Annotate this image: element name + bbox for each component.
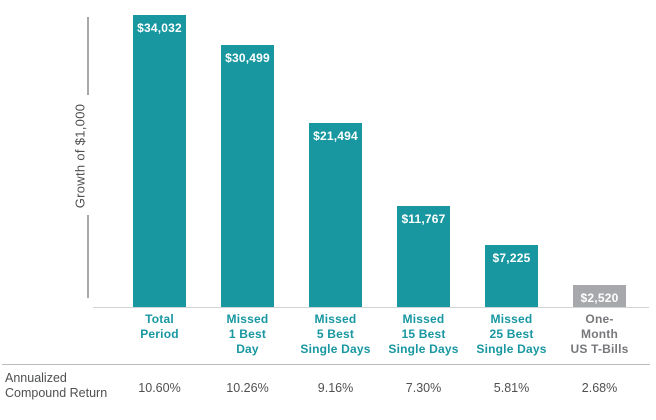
annualized-return-value: 5.81% [493, 381, 530, 395]
bar: $11,767 [397, 206, 450, 307]
category-label: Missed 1 Best Day [226, 312, 269, 356]
annualized-return-value: 7.30% [405, 381, 442, 395]
bar: $30,499 [221, 45, 274, 307]
category-label: Missed 15 Best Single Days [388, 312, 459, 356]
annualized-return-label: Annualized Compound Return [5, 371, 108, 400]
bar: $2,520 [573, 285, 626, 307]
y-axis-line-bottom [87, 215, 89, 298]
category-label: One- Month US T-Bills [570, 312, 629, 356]
bar-value-label: $2,520 [580, 291, 619, 305]
bar-value-label: $21,494 [313, 129, 358, 143]
bar-value-label: $30,499 [225, 51, 270, 65]
annualized-return-value: 2.68% [581, 381, 618, 395]
annualized-return-value: 9.16% [317, 381, 354, 395]
annualized-return-value: 10.60% [138, 381, 181, 395]
category-label: Missed 25 Best Single Days [476, 312, 547, 356]
bar: $7,225 [485, 245, 538, 307]
bar-value-label: $7,225 [492, 251, 531, 265]
category-label: Missed 5 Best Single Days [300, 312, 371, 356]
annualized-return-value: 10.26% [226, 381, 269, 395]
x-axis-line [93, 307, 649, 308]
bar-value-label: $11,767 [401, 212, 446, 226]
bar-value-label: $34,032 [137, 21, 182, 35]
y-axis-label: Growth of $1,000 [72, 103, 88, 209]
bar: $21,494 [309, 123, 362, 307]
divider-line [2, 364, 650, 365]
y-axis-line-top [87, 17, 89, 95]
bar: $34,032 [133, 15, 186, 307]
category-label: Total Period [140, 312, 179, 341]
